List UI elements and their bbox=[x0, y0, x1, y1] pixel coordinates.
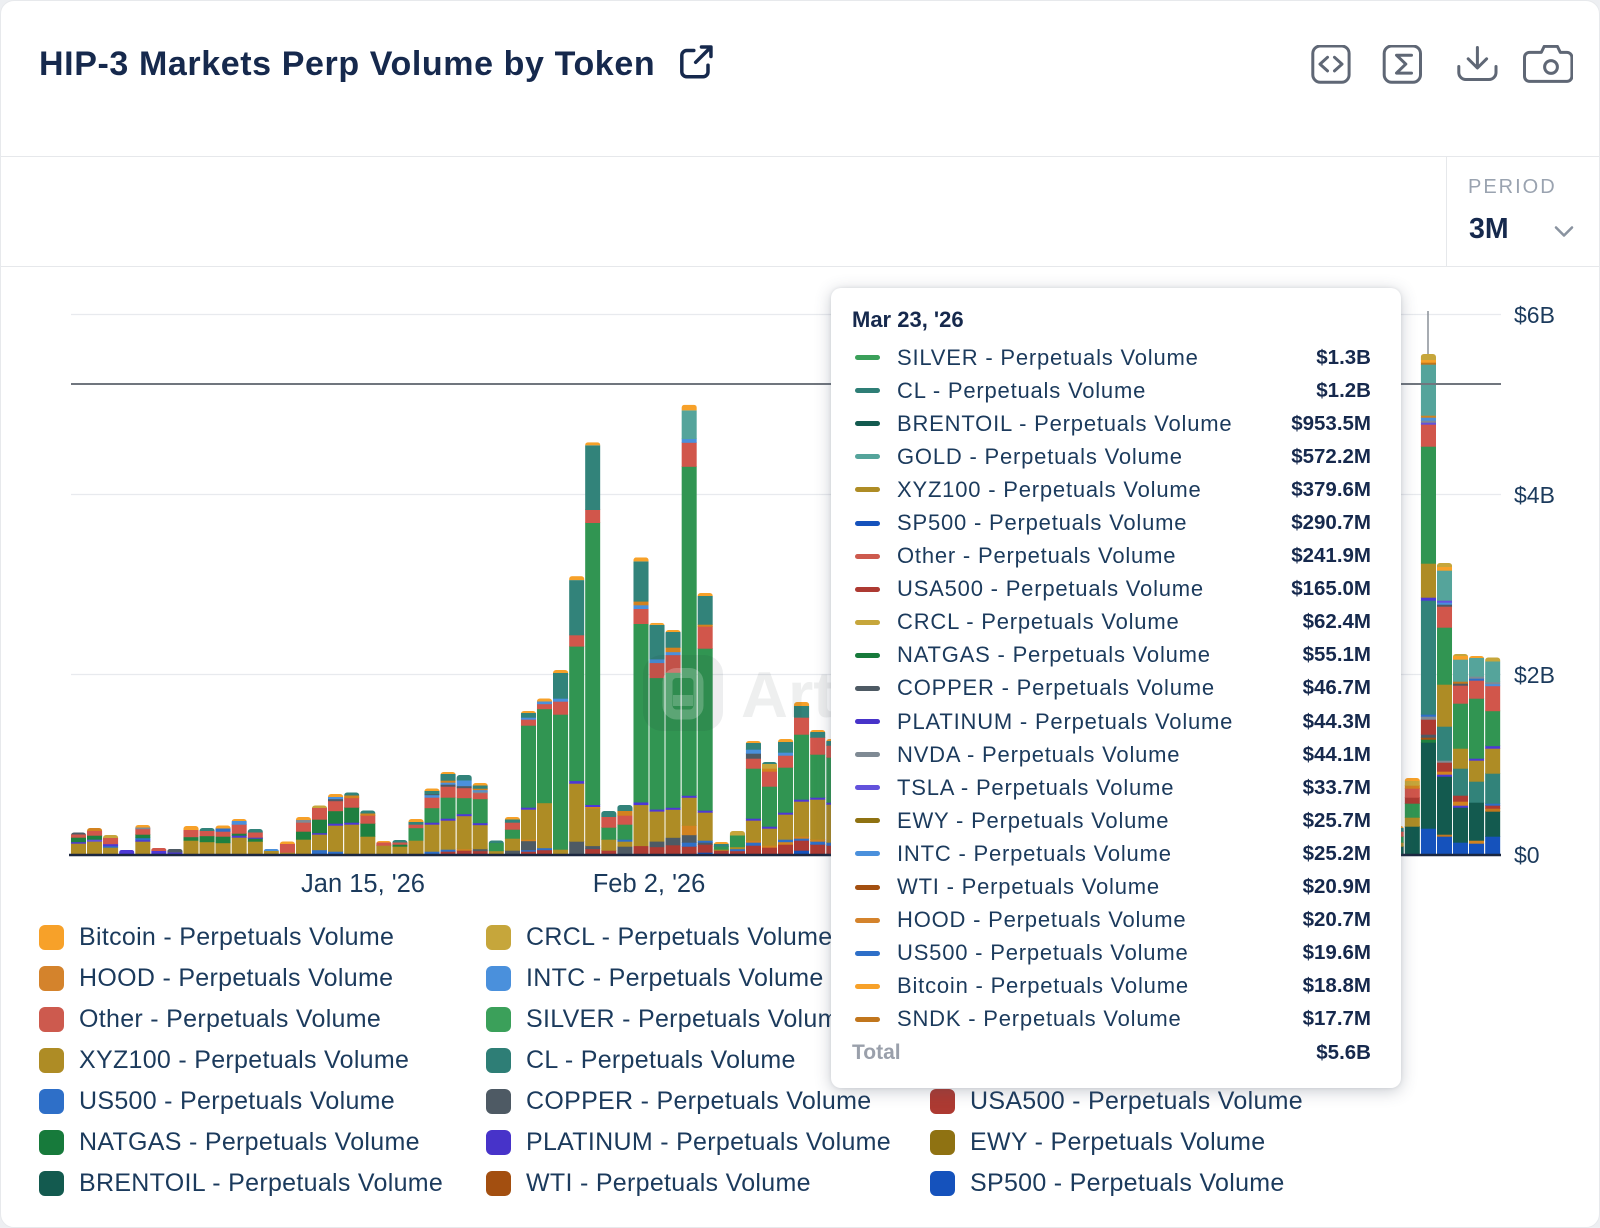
svg-text:Jan 15, '26: Jan 15, '26 bbox=[301, 870, 425, 898]
svg-text:$4B: $4B bbox=[1514, 482, 1555, 508]
svg-text:$6B: $6B bbox=[1514, 302, 1555, 328]
svg-text:$0: $0 bbox=[1514, 842, 1540, 868]
svg-text:$2B: $2B bbox=[1514, 662, 1555, 688]
svg-text:Feb 2, '26: Feb 2, '26 bbox=[593, 870, 706, 898]
